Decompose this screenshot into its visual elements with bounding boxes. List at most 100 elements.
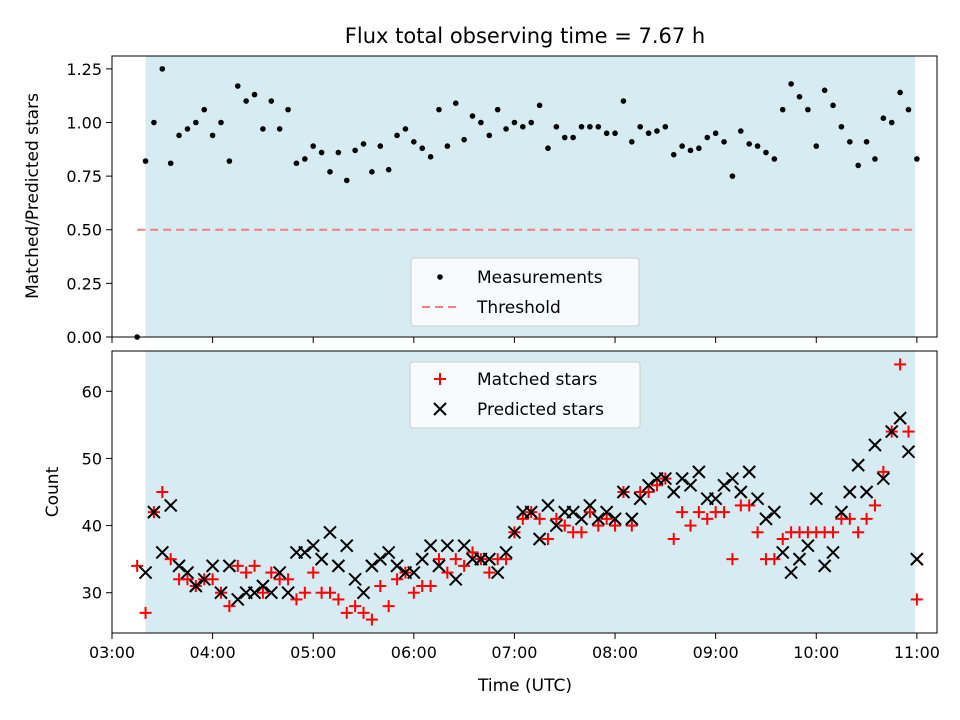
matched-stars-point (625, 519, 638, 532)
measurement-point (419, 145, 426, 152)
ratio-ytick-label: 0.50 (66, 221, 102, 240)
measurement-point (176, 132, 182, 139)
measurement-point (620, 98, 627, 104)
predicted-stars-point (138, 565, 153, 580)
predicted-stars-point (532, 532, 547, 546)
predicted-stars-point (147, 505, 161, 519)
matched-stars-point (726, 553, 739, 566)
measurement-point (184, 126, 191, 132)
legend-threshold-label: Threshold (476, 298, 561, 318)
measurement-point (369, 169, 375, 175)
predicted-stars-point (423, 539, 438, 553)
measurement-point (268, 98, 275, 104)
measurement-point (779, 106, 786, 113)
measurement-point (436, 106, 442, 113)
matched-stars-point (164, 553, 177, 566)
matched-stars-point (307, 566, 320, 579)
measurement-point (771, 156, 778, 162)
matched-stars-point (684, 519, 697, 532)
predicted-stars-point (667, 485, 681, 499)
predicted-stars-point (440, 539, 455, 553)
predicted-stars-point (692, 465, 706, 479)
predicted-stars-point (801, 539, 815, 553)
measurement-point (486, 132, 493, 139)
matched-stars-point (248, 559, 261, 572)
measurement-point (721, 139, 727, 145)
measurement-point (696, 145, 702, 152)
predicted-stars-point (541, 498, 555, 513)
predicted-stars-point (264, 586, 279, 600)
matched-stars-point (323, 586, 336, 599)
measurement-point (788, 81, 794, 87)
predicted-stars-point (457, 539, 471, 553)
xtick-label: 10:00 (793, 643, 839, 662)
predicted-stars-point (876, 471, 891, 486)
predicted-stars-point (390, 559, 404, 573)
matched-stars-point (223, 600, 236, 613)
predicted-stars-point (507, 525, 522, 539)
count-frame (111, 350, 938, 634)
matched-stars-point (667, 533, 680, 545)
predicted-stars-point (792, 552, 807, 566)
matched-stars-point (843, 512, 856, 525)
predicted-stars-point (608, 512, 622, 526)
predicted-stars-point (725, 471, 740, 486)
measurement-point (813, 143, 820, 149)
legend-predicted-marker (433, 402, 447, 416)
measurement-point (260, 126, 266, 132)
ratio-ytick-label: 1.25 (66, 60, 102, 79)
matched-stars-point (290, 593, 303, 606)
predicted-stars-point (893, 411, 907, 425)
predicted-stars-point (658, 471, 673, 486)
predicted-stars-point (566, 505, 580, 519)
predicted-stars-point (625, 512, 639, 526)
predicted-stars-point (340, 539, 354, 553)
matched-stars-point (357, 606, 370, 619)
predicted-stars-point (826, 545, 840, 560)
ratio-panel: 0.00 0.25 0.50 0.75 1.00 1.25 Matched/Predict… (23, 55, 938, 347)
measurement-point (637, 123, 644, 130)
predicted-stars-point (432, 559, 446, 573)
predicted-stars-point (222, 559, 237, 573)
count-axis-ticks: 03:00 04:00 05:00 06:00 07:00 08:00 09:00 10:00… (82, 382, 940, 662)
count-ytick-label: 60 (82, 382, 102, 401)
matched-stars-point (441, 566, 454, 579)
predicted-stars-point (868, 438, 882, 452)
predicted-stars-point (231, 592, 245, 607)
predicted-stars-point (407, 565, 421, 580)
matched-stars-point (894, 358, 907, 371)
measurement-point (343, 177, 350, 184)
measurement-point (603, 130, 610, 137)
predicted-stars-point (155, 545, 170, 560)
measurement-point (276, 126, 283, 132)
matched-stars-point (768, 553, 781, 566)
predicted-stars-point (180, 565, 195, 580)
measurement-point (830, 102, 836, 109)
predicted-stars-point (776, 545, 790, 560)
predicted-stars-point (784, 565, 798, 580)
matched-stars-point (181, 573, 194, 586)
count-xlabel: Time (UTC) (477, 676, 572, 696)
legend-predicted-label: Predicted stars (477, 400, 604, 420)
measurement-point (394, 132, 400, 139)
predicted-stars-point (306, 539, 320, 553)
matched-stars-point (701, 512, 714, 525)
predicted-stars-point (759, 512, 773, 526)
measurement-point (444, 143, 451, 149)
ratio-ytick-label: 0.00 (66, 328, 102, 347)
measurement-point (880, 115, 887, 122)
measurement-point (402, 126, 409, 132)
predicted-stars-point (247, 586, 262, 600)
measurement-point (662, 123, 669, 130)
matched-stars-point (449, 553, 462, 566)
predicted-stars-point (256, 579, 270, 593)
measurement-point (452, 100, 459, 106)
predicted-stars-point (331, 559, 346, 573)
measurement-point (905, 106, 912, 113)
matched-stars-point (676, 506, 689, 519)
matched-stars-point (391, 573, 404, 586)
predicted-stars-point (599, 505, 614, 519)
predicted-stars-point (809, 492, 823, 506)
measurement-point (302, 156, 308, 162)
measurement-point (285, 106, 291, 113)
